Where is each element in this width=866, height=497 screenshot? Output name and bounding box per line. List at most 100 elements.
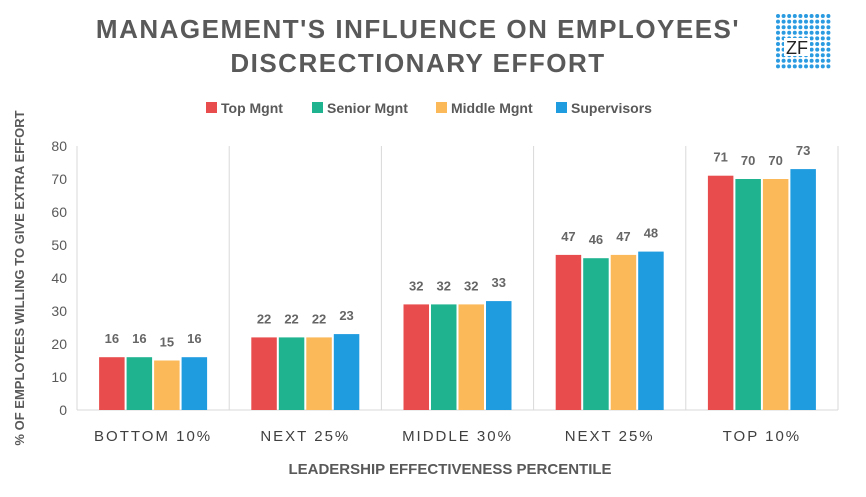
- logo-dot: [804, 58, 808, 63]
- logo-dot: [787, 58, 792, 63]
- bar-supervisors: [638, 251, 664, 410]
- logo-dot: [798, 58, 803, 63]
- logo-dot: [792, 64, 797, 69]
- bar-middle-mgnt: [610, 254, 637, 410]
- logo-dot: [781, 58, 786, 63]
- logo-dot: [781, 14, 786, 18]
- logo-dot: [804, 14, 808, 18]
- logo-dot: [798, 25, 803, 30]
- logo-dot: [809, 25, 814, 30]
- data-label: 70: [741, 153, 755, 168]
- bar-top-mgnt: [251, 337, 277, 410]
- axes: 0 10 20 30 40 50 60 70 80 BOTTOM 10% NEXT 25% MIDDL…: [51, 138, 839, 445]
- logo-dot: [809, 47, 814, 52]
- bar-senior-mgnt: [735, 179, 761, 410]
- legend-label-3: Supervisors: [571, 100, 652, 116]
- logo-dot: [820, 19, 825, 24]
- logo-dot: [781, 30, 786, 35]
- y-axis-label: % OF EMPLOYEES WILLING TO GIVE EXTRA EFF…: [12, 110, 27, 445]
- logo-dot: [815, 64, 820, 69]
- logo-dot: [826, 42, 831, 46]
- logo-dot: [792, 19, 797, 24]
- legend-label-2: Middle Mgnt: [451, 100, 533, 116]
- logo-dot: [798, 14, 803, 18]
- legend-swatch-0: [206, 102, 217, 113]
- logo-dot: [792, 14, 797, 18]
- logo-dot: [826, 14, 831, 18]
- logo-dot: [792, 25, 797, 30]
- logo-dot: [781, 64, 786, 69]
- logo-dot: [781, 19, 786, 24]
- logo-dot: [787, 19, 792, 24]
- y-tick-label: 50: [51, 237, 67, 253]
- data-label: 33: [492, 275, 506, 290]
- logo-dot: [787, 14, 792, 18]
- logo-text: ZF: [786, 38, 808, 58]
- data-label: 48: [644, 226, 658, 241]
- logo-dot: [809, 64, 814, 69]
- logo-dot: [815, 19, 820, 24]
- y-tick-label: 10: [51, 369, 67, 385]
- logo-dot: [776, 36, 780, 41]
- bar-middle-mgnt: [762, 179, 789, 410]
- data-label: 16: [132, 331, 146, 346]
- chart-title-line-1: MANAGEMENT'S INFLUENCE ON EMPLOYEES': [96, 14, 740, 44]
- data-label: 15: [160, 335, 174, 350]
- bar-supervisors: [790, 169, 816, 410]
- logo-dot: [815, 14, 820, 18]
- logo-dot: [826, 47, 831, 52]
- logo-dot: [776, 19, 780, 24]
- y-tick-label: 20: [51, 336, 67, 352]
- x-tick-label: NEXT 25%: [565, 428, 655, 445]
- logo-dot: [826, 36, 831, 41]
- data-label: 22: [284, 311, 298, 326]
- bar-top-mgnt: [555, 254, 582, 410]
- logo-dot: [820, 47, 825, 52]
- data-label: 71: [713, 150, 727, 165]
- logo-dot: [798, 30, 803, 35]
- logo-dot: [815, 53, 820, 58]
- logo-dot: [826, 58, 831, 63]
- logo-dot: [826, 30, 831, 35]
- legend-swatch-3: [556, 102, 567, 113]
- bar-supervisors: [486, 301, 512, 410]
- logo-dot: [804, 19, 808, 24]
- bar-senior-mgnt: [583, 258, 609, 410]
- x-tick-label: BOTTOM 10%: [94, 428, 212, 445]
- logo-dot: [787, 64, 792, 69]
- y-tick-label: 70: [51, 171, 67, 187]
- logo-dot: [826, 19, 831, 24]
- data-label: 73: [796, 143, 810, 158]
- data-label: 32: [437, 278, 451, 293]
- data-label: 47: [616, 229, 630, 244]
- bar-senior-mgnt: [126, 357, 153, 410]
- logo-dot: [826, 25, 831, 30]
- x-tick-label: MIDDLE 30%: [402, 428, 513, 445]
- logo-dot: [776, 25, 780, 30]
- legend-label-0: Top Mgnt: [221, 100, 283, 116]
- logo-dot: [809, 36, 814, 41]
- logo-dot: [804, 25, 808, 30]
- bar-senior-mgnt: [278, 337, 305, 410]
- chart-title-line-2: DISCRECTIONARY EFFORT: [230, 48, 605, 78]
- data-label: 22: [312, 311, 326, 326]
- logo-dot: [826, 64, 831, 69]
- logo-dot: [776, 58, 780, 63]
- y-tick-label: 40: [51, 270, 67, 286]
- data-label: 22: [257, 311, 271, 326]
- logo-dot: [809, 14, 814, 18]
- bar-supervisors: [333, 334, 360, 410]
- data-label: 47: [561, 229, 575, 244]
- logo-dot: [815, 42, 820, 46]
- logo-dot: [820, 36, 825, 41]
- bar-senior-mgnt: [431, 304, 457, 410]
- logo-dot: [787, 25, 792, 30]
- logo-dot: [776, 64, 780, 69]
- logo-dot: [798, 64, 803, 69]
- bar-middle-mgnt: [306, 337, 332, 410]
- x-tick-label: TOP 10%: [723, 428, 801, 445]
- logo-dot: [781, 25, 786, 30]
- data-label: 16: [187, 331, 201, 346]
